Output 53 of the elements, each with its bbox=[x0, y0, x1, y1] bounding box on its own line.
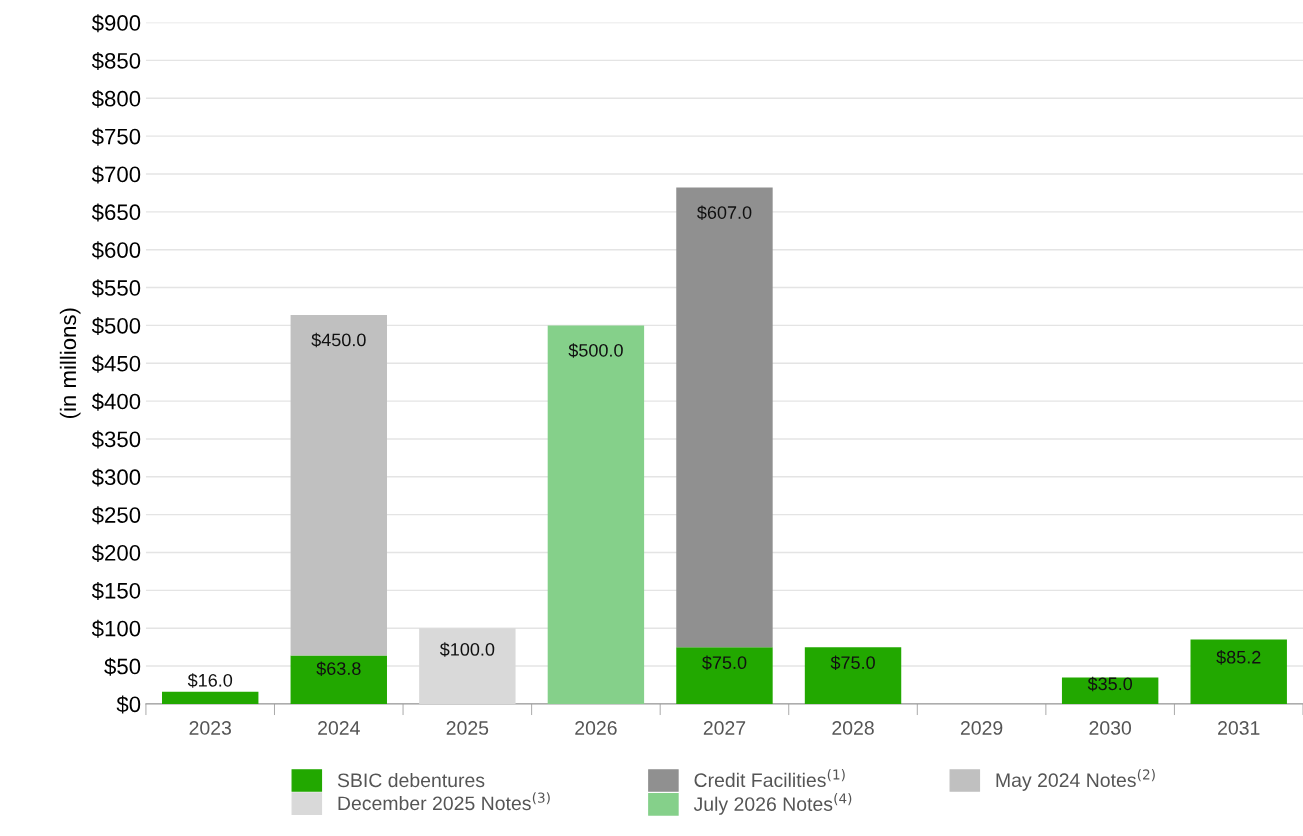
bar bbox=[676, 187, 773, 648]
data-label: $35.0 bbox=[1087, 676, 1133, 692]
x-tick-label: 2023 bbox=[189, 721, 231, 735]
legend-label: May 2024 Notes$^{(2)}$ bbox=[996, 769, 1155, 791]
bar bbox=[290, 655, 387, 704]
x-tick-label: 2025 bbox=[446, 721, 489, 735]
y-axis-title: (in millions) bbox=[59, 308, 81, 419]
y-tick-label: $300 bbox=[91, 468, 141, 487]
y-tick-label: $650 bbox=[91, 203, 141, 222]
legend-label: December 2025 Notes$^{(3)}$ bbox=[338, 792, 550, 811]
x-tick-label: 2030 bbox=[1089, 721, 1132, 735]
bar bbox=[547, 325, 645, 704]
legend-label: July 2026 Notes$^{(4)}$ bbox=[693, 793, 852, 815]
y-tick-label: $150 bbox=[91, 581, 141, 600]
x-tick-label: 2024 bbox=[318, 721, 360, 735]
y-tick-label: $0 bbox=[116, 695, 141, 714]
data-label: $75.0 bbox=[830, 655, 875, 671]
data-label: $450.0 bbox=[311, 332, 366, 348]
y-tick-label: $500 bbox=[91, 316, 141, 335]
bar bbox=[290, 314, 387, 656]
x-tick-label: 2031 bbox=[1218, 721, 1260, 735]
bar bbox=[162, 691, 259, 704]
y-tick-label: $400 bbox=[91, 392, 141, 411]
x-tick-label: 2029 bbox=[960, 721, 1003, 735]
y-tick-label: $250 bbox=[91, 506, 141, 525]
data-label: $500.0 bbox=[568, 343, 623, 358]
legend-label: SBIC debentures bbox=[337, 772, 485, 788]
y-tick-label: $50 bbox=[104, 657, 141, 676]
y-tick-label: $350 bbox=[91, 430, 141, 449]
y-tick-label: $600 bbox=[91, 241, 141, 260]
legend-label: Credit Facilities$^{(1)}$ bbox=[694, 769, 845, 788]
y-tick-label: $550 bbox=[91, 279, 141, 298]
y-tick-label: $450 bbox=[91, 354, 141, 373]
x-tick-label: 2026 bbox=[575, 721, 617, 735]
data-label: $607.0 bbox=[697, 205, 752, 221]
x-tick-label: 2027 bbox=[703, 721, 746, 735]
data-label: $85.2 bbox=[1216, 650, 1261, 665]
y-tick-label: $850 bbox=[91, 52, 141, 71]
y-tick-label: $750 bbox=[91, 127, 141, 146]
bar bbox=[804, 647, 902, 704]
data-label: $63.8 bbox=[316, 661, 361, 677]
y-tick-label: $900 bbox=[91, 14, 141, 33]
data-label: $100.0 bbox=[439, 642, 495, 657]
data-label: $75.0 bbox=[702, 655, 747, 671]
x-tick-label: 2028 bbox=[832, 721, 874, 735]
bar bbox=[1190, 639, 1287, 704]
bar bbox=[676, 647, 773, 704]
y-tick-label: $800 bbox=[91, 89, 141, 108]
bar bbox=[1061, 677, 1159, 704]
y-tick-label: $700 bbox=[91, 165, 141, 184]
y-tick-label: $200 bbox=[91, 544, 141, 563]
data-label: $16.0 bbox=[187, 673, 233, 688]
y-tick-label: $100 bbox=[91, 619, 141, 638]
